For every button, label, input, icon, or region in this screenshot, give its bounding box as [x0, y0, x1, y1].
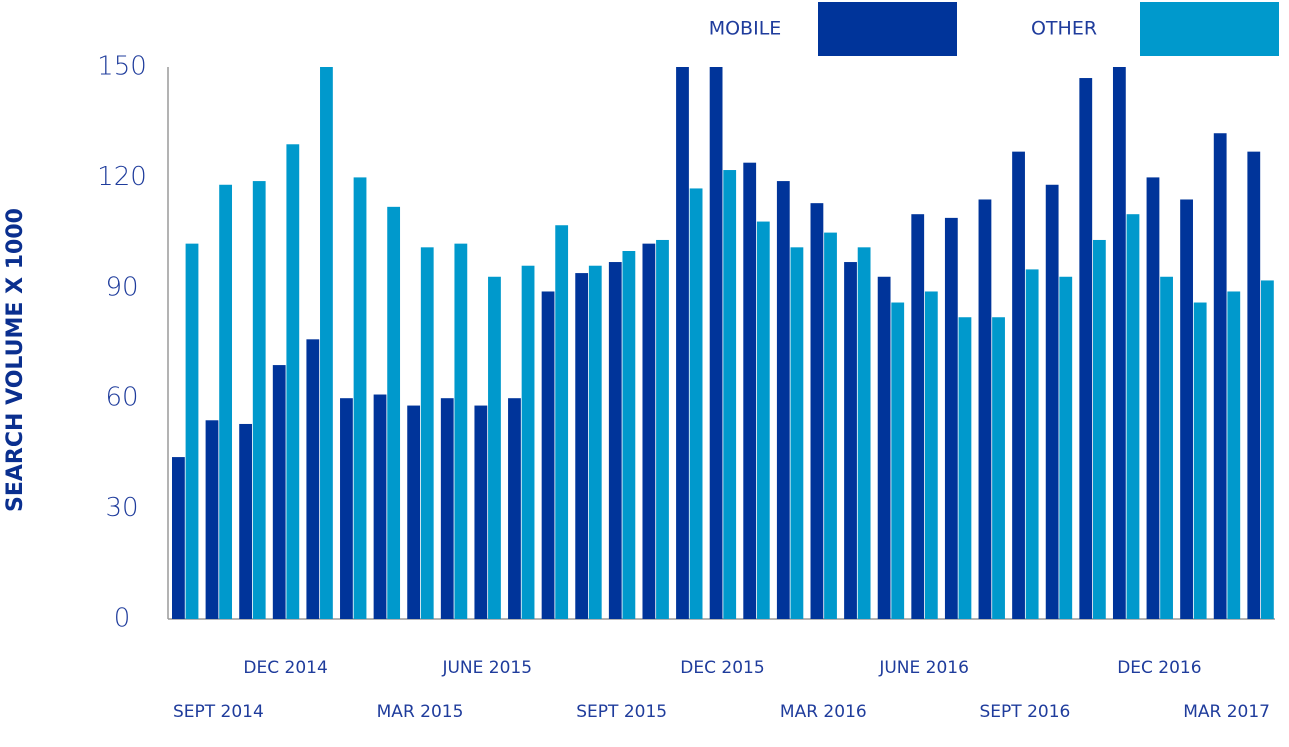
bar [272, 365, 286, 619]
bar [407, 405, 421, 619]
bar [252, 181, 266, 619]
bar [857, 247, 871, 619]
bar [776, 181, 790, 619]
y-tick-label: 60 [105, 383, 138, 413]
bar [622, 251, 636, 619]
bar [608, 262, 622, 619]
bar [440, 398, 454, 619]
bar [958, 317, 972, 619]
bar [810, 203, 824, 619]
bar [790, 247, 804, 619]
y-tick-label: 30 [105, 493, 138, 523]
bar [387, 206, 401, 619]
bar [709, 67, 723, 619]
bar [992, 317, 1005, 619]
bar [1012, 151, 1025, 619]
x-tick-label: MAR 2017 [1183, 702, 1270, 722]
bar [1193, 302, 1207, 619]
legend-label: OTHER [1031, 18, 1097, 40]
bar [743, 162, 757, 619]
y-tick-label: 120 [97, 162, 147, 192]
bar [891, 302, 905, 619]
bar [320, 67, 333, 619]
y-axis-title: SEARCH VOLUME X 1000 [3, 208, 28, 512]
bar [1260, 280, 1274, 619]
bar [588, 265, 602, 619]
x-tick-label: JUNE 2015 [441, 658, 532, 678]
x-tick-label: MAR 2016 [780, 702, 867, 722]
x-tick-label: SEPT 2015 [576, 702, 667, 722]
bar [205, 420, 219, 619]
bar [689, 188, 703, 619]
bar [219, 184, 233, 619]
bar [373, 394, 387, 619]
bar [911, 214, 925, 619]
bar [1247, 151, 1261, 619]
legend-swatch [818, 2, 957, 56]
bar [1213, 133, 1227, 620]
bar [1227, 291, 1241, 619]
bar [844, 262, 857, 619]
y-tick-label: 150 [97, 52, 147, 82]
x-tick-label: JUNE 2016 [878, 658, 969, 678]
bar [1045, 184, 1059, 619]
x-tick-label: SEPT 2014 [173, 702, 264, 722]
bar [1059, 276, 1073, 619]
legend-label: MOBILE [709, 18, 782, 40]
bar [1126, 214, 1140, 619]
y-tick-label: 0 [114, 604, 131, 634]
bar [1092, 239, 1106, 619]
bar [656, 239, 669, 619]
x-tick-label: DEC 2014 [243, 658, 327, 678]
bar [756, 221, 770, 619]
x-tick-label: DEC 2015 [680, 658, 764, 678]
bar [488, 276, 501, 619]
bar [353, 177, 367, 619]
bar [239, 423, 253, 619]
bar [877, 276, 891, 619]
bar [1146, 177, 1160, 619]
bar [1160, 276, 1173, 619]
y-tick-label: 90 [105, 272, 138, 302]
bar [1112, 67, 1126, 619]
bar [454, 243, 468, 619]
bar [924, 291, 938, 619]
bar [521, 265, 535, 619]
x-tick-label: SEPT 2016 [980, 702, 1071, 722]
bar [978, 199, 992, 620]
bar [306, 339, 320, 619]
bar [541, 291, 555, 619]
bar [944, 217, 958, 619]
bar [824, 232, 837, 619]
bar [1025, 269, 1039, 619]
bar [420, 247, 434, 619]
x-tick-label: MAR 2015 [377, 702, 464, 722]
bar [185, 243, 199, 619]
bar [508, 398, 521, 619]
x-tick-label: DEC 2016 [1117, 658, 1201, 678]
bar [642, 243, 656, 619]
bar [172, 457, 185, 619]
bar [723, 170, 737, 620]
legend-swatch [1140, 2, 1279, 56]
bar [555, 225, 569, 620]
bar [340, 398, 353, 619]
bar [676, 67, 689, 619]
bar [575, 273, 589, 619]
bar [286, 144, 300, 619]
bar [474, 405, 488, 619]
bar [1079, 78, 1093, 620]
bar [1180, 199, 1193, 620]
